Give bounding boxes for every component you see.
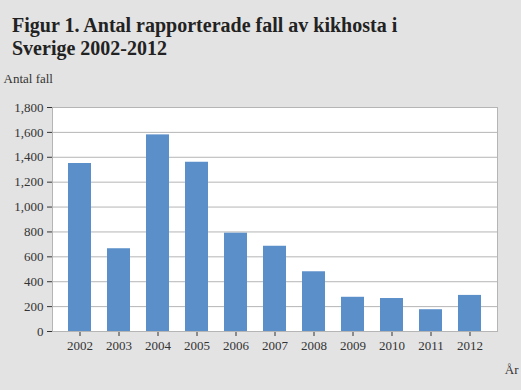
svg-text:Antal fall: Antal fall <box>4 71 54 86</box>
svg-text:800: 800 <box>24 224 44 239</box>
html-text:Figur 1. Antal rapporterade fa: Figur 1. Antal rapporterade fall av kikh… <box>12 14 398 59</box>
svg-text:1,000: 1,000 <box>14 199 43 214</box>
svg-text:600: 600 <box>24 249 44 264</box>
svg-text:2008: 2008 <box>301 338 327 353</box>
svg-text:1,400: 1,400 <box>14 149 43 164</box>
svg-text:0: 0 <box>37 324 44 339</box>
svg-text:2003: 2003 <box>106 338 132 353</box>
svg-text:2002: 2002 <box>67 338 93 353</box>
svg-text:1,600: 1,600 <box>14 125 43 140</box>
svg-text:200: 200 <box>24 299 44 314</box>
svg-text:År: År <box>505 362 519 377</box>
svg-text:2009: 2009 <box>340 338 366 353</box>
svg-text:2010: 2010 <box>379 338 405 353</box>
svg-text:2011: 2011 <box>418 338 444 353</box>
svg-text:2007: 2007 <box>262 338 289 353</box>
svg-text:2012: 2012 <box>457 338 483 353</box>
svg-text:2005: 2005 <box>184 338 210 353</box>
svg-text:2006: 2006 <box>223 338 250 353</box>
svg-text:2004: 2004 <box>145 338 172 353</box>
svg-text:1,200: 1,200 <box>14 174 43 189</box>
svg-text:1,800: 1,800 <box>14 100 43 115</box>
svg-text:400: 400 <box>24 274 44 289</box>
